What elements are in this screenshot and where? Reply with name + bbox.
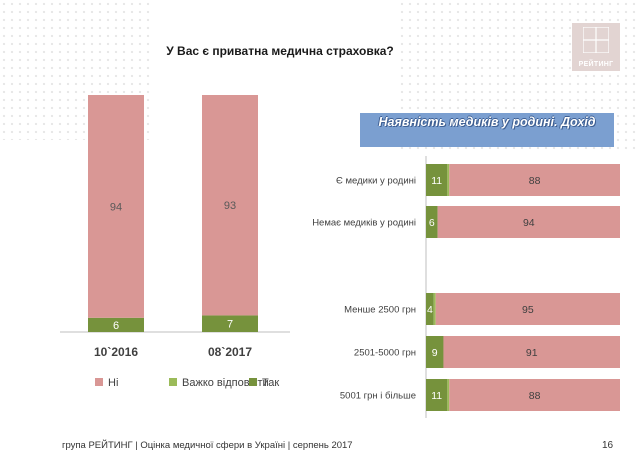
bar-segment-no xyxy=(88,95,144,318)
bar-segment-yes xyxy=(202,315,258,332)
legend-label: Так xyxy=(262,377,279,389)
data-label: 91 xyxy=(526,347,538,359)
category-label: Є медики у родині xyxy=(336,176,416,187)
data-label: 88 xyxy=(529,175,541,187)
data-label: 88 xyxy=(529,390,541,402)
data-label: 9 xyxy=(432,347,438,359)
legend-label: Ні xyxy=(108,377,118,389)
bar-segment-no xyxy=(443,336,620,368)
data-label: 95 xyxy=(522,304,534,316)
data-label: 93 xyxy=(224,200,236,212)
data-label: 6 xyxy=(113,320,119,332)
bar-segment-no xyxy=(202,95,258,316)
data-label: 6 xyxy=(429,217,435,229)
category-label: 5001 грн і більше xyxy=(340,391,416,402)
data-label: 94 xyxy=(110,201,122,213)
bar-segment-yes xyxy=(426,336,444,368)
category-label: 2501-5000 грн xyxy=(354,348,416,359)
bar-segment-yes xyxy=(426,293,434,325)
medics-income-bar-chart: Є медики у родині 11 88 Немає медиків у род… xyxy=(312,156,620,418)
page-number: 16 xyxy=(602,440,614,451)
slide-title: У Вас є приватна медична страховка? xyxy=(166,44,394,58)
legend-swatch xyxy=(95,378,103,386)
data-label: 4 xyxy=(427,304,433,316)
bar-segment-no xyxy=(435,293,620,325)
bar-segment-no xyxy=(437,206,620,238)
rating-logo: РЕЙТИНГ xyxy=(572,23,620,71)
bar-segment-no xyxy=(449,379,620,411)
bar-segment-no xyxy=(449,164,620,196)
data-label: 7 xyxy=(227,319,233,331)
logo-mark-icon xyxy=(583,27,609,53)
legend-swatch xyxy=(169,378,177,386)
category-label: Немає медиків у родині xyxy=(312,218,416,229)
x-tick-label: 08`2017 xyxy=(208,345,252,359)
data-label: 11 xyxy=(431,175,442,187)
bar-segment-hard-to-say xyxy=(447,164,450,196)
footer-text: група РЕЙТИНГ | Оцінка медичної сфери в … xyxy=(62,440,353,451)
logo-text: РЕЙТИНГ xyxy=(578,61,614,68)
bar-segment-hard-to-say xyxy=(447,379,450,411)
insurance-stacked-bar-chart: 6 94 10`2016 7 93 08`2017 Ні Важко відповістиТа… xyxy=(60,95,290,389)
x-tick-label: 10`2016 xyxy=(94,345,138,359)
income-chart-banner: Наявність медиків у родині. Дохід xyxy=(360,113,614,147)
legend-label: Важко відповісти xyxy=(182,377,269,389)
bar-segment-yes xyxy=(426,164,448,196)
category-label: Менше 2500 грн xyxy=(344,305,416,316)
bar-segment-yes xyxy=(426,379,448,411)
bar-segment-yes xyxy=(426,206,438,238)
bar-segment-hard-to-say xyxy=(433,293,436,325)
legend-swatch xyxy=(249,378,257,386)
data-label: 11 xyxy=(431,390,442,402)
data-label: 94 xyxy=(523,217,535,229)
bar-segment-yes xyxy=(88,317,144,332)
